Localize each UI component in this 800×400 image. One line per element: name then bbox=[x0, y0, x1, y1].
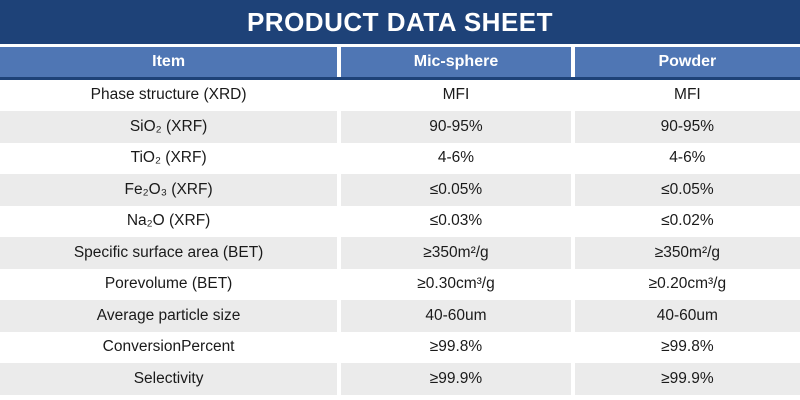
mic-sphere-cell: 90-95% bbox=[337, 111, 571, 143]
item-cell: TiO₂ (XRF) bbox=[130, 149, 207, 167]
table-header-row: Item Mic-sphere Powder bbox=[0, 46, 800, 80]
powder-cell: ≤0.05% bbox=[570, 174, 800, 206]
mic-sphere-cell: 40-60um bbox=[337, 300, 571, 332]
mic-sphere-cell: 4-6% bbox=[337, 142, 571, 174]
table-row-selectivity: Selectivity ≥99.9% ≥99.9% bbox=[0, 363, 800, 395]
mic-sphere-cell: ≥350m²/g bbox=[337, 237, 571, 269]
item-cell: Porevolume (BET) bbox=[104, 275, 233, 293]
table-row-particle-size: Average particle size 40-60um 40-60um bbox=[0, 300, 800, 332]
mic-sphere-cell: ≤0.03% bbox=[337, 205, 571, 237]
powder-cell: 40-60um bbox=[570, 300, 800, 332]
mic-sphere-cell: ≤0.05% bbox=[337, 174, 571, 206]
item-cell: Phase structure (XRD) bbox=[90, 86, 247, 104]
item-cell: ConversionPercent bbox=[102, 338, 235, 356]
table-row-sio2: SiO₂ (XRF) 90-95% 90-95% bbox=[0, 111, 800, 143]
table-row-tio2: TiO₂ (XRF) 4-6% 4-6% bbox=[0, 142, 800, 174]
item-cell: Selectivity bbox=[133, 369, 204, 387]
table-row-pore-volume: Porevolume (BET) ≥0.30cm³/g ≥0.20cm³/g bbox=[0, 268, 800, 300]
item-cell: Fe₂O₃ (XRF) bbox=[124, 180, 213, 198]
powder-cell: MFI bbox=[570, 79, 800, 111]
powder-cell: ≥99.8% bbox=[570, 331, 800, 363]
item-cell: Na₂O (XRF) bbox=[126, 212, 211, 230]
powder-cell: ≥0.20cm³/g bbox=[570, 268, 800, 300]
powder-cell: ≤0.02% bbox=[570, 205, 800, 237]
column-header-item: Item bbox=[152, 52, 186, 70]
mic-sphere-cell: ≥99.9% bbox=[337, 363, 571, 395]
table-row-phase-structure: Phase structure (XRD) MFI MFI bbox=[0, 79, 800, 111]
mic-sphere-cell: ≥0.30cm³/g bbox=[337, 268, 571, 300]
powder-cell: ≥350m²/g bbox=[570, 237, 800, 269]
mic-sphere-cell: MFI bbox=[337, 79, 571, 111]
item-cell: Specific surface area (BET) bbox=[73, 243, 264, 261]
powder-cell: 90-95% bbox=[570, 111, 800, 143]
item-cell: Average particle size bbox=[96, 306, 241, 324]
title-bar: PRODUCT DATA SHEET bbox=[0, 0, 800, 44]
column-header-mic-sphere: Mic-sphere bbox=[337, 46, 571, 77]
mic-sphere-cell: ≥99.8% bbox=[337, 331, 571, 363]
table-row-fe2o3: Fe₂O₃ (XRF) ≤0.05% ≤0.05% bbox=[0, 174, 800, 206]
powder-cell: 4-6% bbox=[570, 142, 800, 174]
page-title: PRODUCT DATA SHEET bbox=[246, 6, 554, 37]
column-header-powder: Powder bbox=[570, 46, 800, 77]
item-cell: SiO₂ (XRF) bbox=[129, 117, 208, 135]
table-row-surface-area: Specific surface area (BET) ≥350m²/g ≥35… bbox=[0, 237, 800, 269]
powder-cell: ≥99.9% bbox=[570, 363, 800, 395]
table-row-conversion: ConversionPercent ≥99.8% ≥99.8% bbox=[0, 331, 800, 363]
data-table: Item Mic-sphere Powder Phase structure (… bbox=[0, 46, 800, 395]
table-row-na2o: Na₂O (XRF) ≤0.03% ≤0.02% bbox=[0, 205, 800, 237]
